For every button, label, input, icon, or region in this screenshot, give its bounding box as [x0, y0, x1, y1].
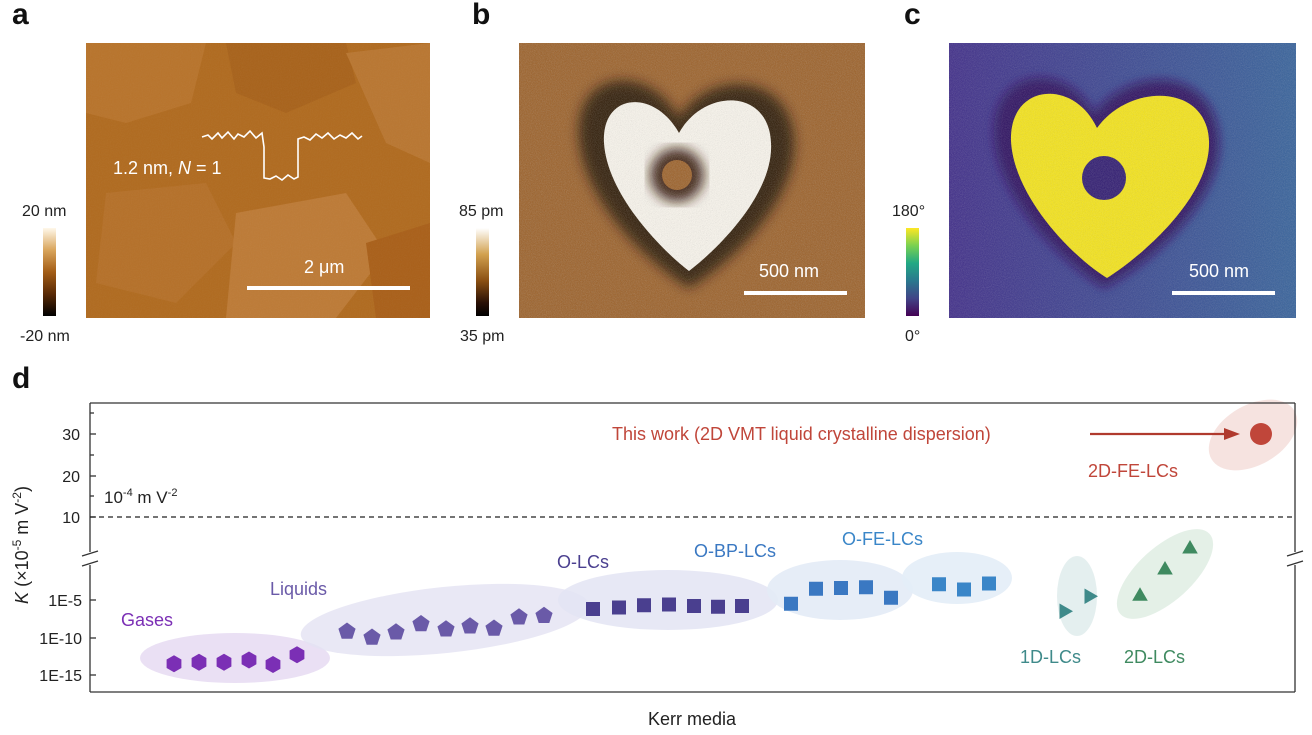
y-tick-label-1e-10: 1E-10: [39, 631, 82, 648]
panel-label-c: c: [904, 0, 921, 31]
profile-label: 1.2 nm, N = 1: [113, 158, 222, 178]
data-markers: [166, 423, 1272, 673]
series-label-2d: 2D-LCs: [1124, 647, 1185, 667]
colorbar-c: [906, 228, 919, 316]
y-tick-label-1e-15: 1E-15: [39, 668, 82, 685]
marker-1d-lcs-0: [1059, 603, 1073, 619]
marker-liquids-4: [437, 620, 455, 637]
marker-o-lcs-2: [637, 598, 651, 613]
y-tick-label-10: 10: [62, 510, 80, 527]
panel-label-a: a: [12, 0, 29, 31]
y-axis-label: K (×10-5 m V-2): [10, 486, 32, 604]
marker-2d-lcs-2: [1182, 540, 1198, 554]
pfm-amplitude-image: 500 nm: [519, 43, 865, 318]
marker-gases-5: [289, 646, 305, 664]
y-tick-label-30: 30: [62, 427, 80, 444]
reference-line-label: 10-4 m V-2: [104, 487, 177, 507]
panel-label-b: b: [472, 0, 491, 31]
marker-o-bp-lcs-0: [784, 596, 798, 611]
marker-gases-0: [166, 655, 182, 673]
marker-o-fe-lcs-1: [957, 582, 971, 597]
colorbar-a-min: -20 nm: [20, 328, 70, 345]
marker-o-bp-lcs-4: [884, 590, 898, 605]
marker-o-bp-lcs-2: [834, 581, 848, 595]
panel-label-d: d: [12, 362, 31, 395]
marker-o-lcs-4: [687, 599, 701, 613]
x-axis-label: Kerr media: [648, 709, 737, 729]
marker-o-lcs-3: [662, 597, 676, 612]
axes-frame: [81, 402, 1304, 693]
this-work-annotation: This work (2D VMT liquid crystalline dis…: [612, 424, 991, 444]
marker-liquids-0: [338, 622, 356, 639]
marker-liquids-5: [461, 617, 479, 634]
marker-liquids-2: [387, 623, 405, 640]
marker-o-lcs-6: [735, 599, 749, 613]
series-label-1d: 1D-LCs: [1020, 647, 1081, 667]
marker-gases-1: [191, 653, 207, 671]
marker-liquids-3: [412, 615, 430, 632]
group-ellipse-1d: [1057, 556, 1097, 636]
series-label-liquids: Liquids: [270, 579, 327, 599]
scalebar-label-b: 500 nm: [759, 261, 820, 281]
y-tick-label-1e-5: 1E-5: [48, 593, 82, 610]
series-label-ofe: O-FE-LCs: [842, 529, 923, 549]
marker-2d-lcs-1: [1157, 561, 1173, 575]
marker-o-bp-lcs-1: [809, 581, 823, 596]
colorbar-a-max: 20 nm: [22, 203, 67, 220]
marker-gases-2: [216, 653, 232, 671]
series-label-olcs: O-LCs: [557, 552, 609, 572]
kerr-chart: 30 20 10 1E-5 1E-10 1E-15 10-4 m V-2 K (…: [10, 399, 1304, 729]
scalebar-label-a: 2 μm: [304, 257, 345, 277]
marker-liquids-7: [510, 608, 528, 625]
marker-1d-lcs-1: [1084, 588, 1098, 604]
colorbar-b: [476, 228, 489, 316]
marker-liquids-1: [363, 628, 381, 645]
scalebar-label-c: 500 nm: [1189, 261, 1250, 281]
marker-o-fe-lcs-2: [982, 576, 996, 591]
marker-o-fe-lcs-0: [932, 577, 946, 592]
y-ticks: [90, 412, 96, 676]
colorbar-b-min: 35 pm: [460, 328, 505, 345]
marker-o-lcs-0: [586, 602, 600, 616]
group-ellipse-ofe: [902, 552, 1012, 604]
colorbar-a: [43, 228, 56, 316]
marker-o-lcs-5: [711, 599, 725, 614]
height-profile-line: [201, 129, 363, 181]
pfm-phase-image: 500 nm: [949, 43, 1296, 318]
marker-2d-lcs-0: [1132, 587, 1148, 601]
colorbar-b-max: 85 pm: [459, 203, 504, 220]
marker-gases-3: [241, 651, 257, 669]
marker-gases-4: [265, 656, 281, 673]
afm-topography-image: 1.2 nm, N = 1 2 μm: [86, 43, 430, 318]
y-tick-label-20: 20: [62, 469, 80, 486]
marker-2d-fe-lcs-0: [1250, 423, 1272, 445]
marker-o-bp-lcs-3: [859, 580, 873, 595]
marker-liquids-6: [485, 619, 503, 636]
marker-liquids-8: [535, 606, 553, 623]
colorbar-c-min: 0°: [905, 328, 921, 345]
group-ellipse-gases: [140, 633, 330, 683]
series-label-obp: O-BP-LCs: [694, 541, 776, 561]
annotation-arrowhead: [1224, 428, 1240, 440]
colorbar-c-max: 180°: [892, 203, 926, 220]
marker-o-lcs-1: [612, 600, 626, 615]
series-label-gases: Gases: [121, 610, 173, 630]
series-label-2dfe: 2D-FE-LCs: [1088, 461, 1178, 481]
